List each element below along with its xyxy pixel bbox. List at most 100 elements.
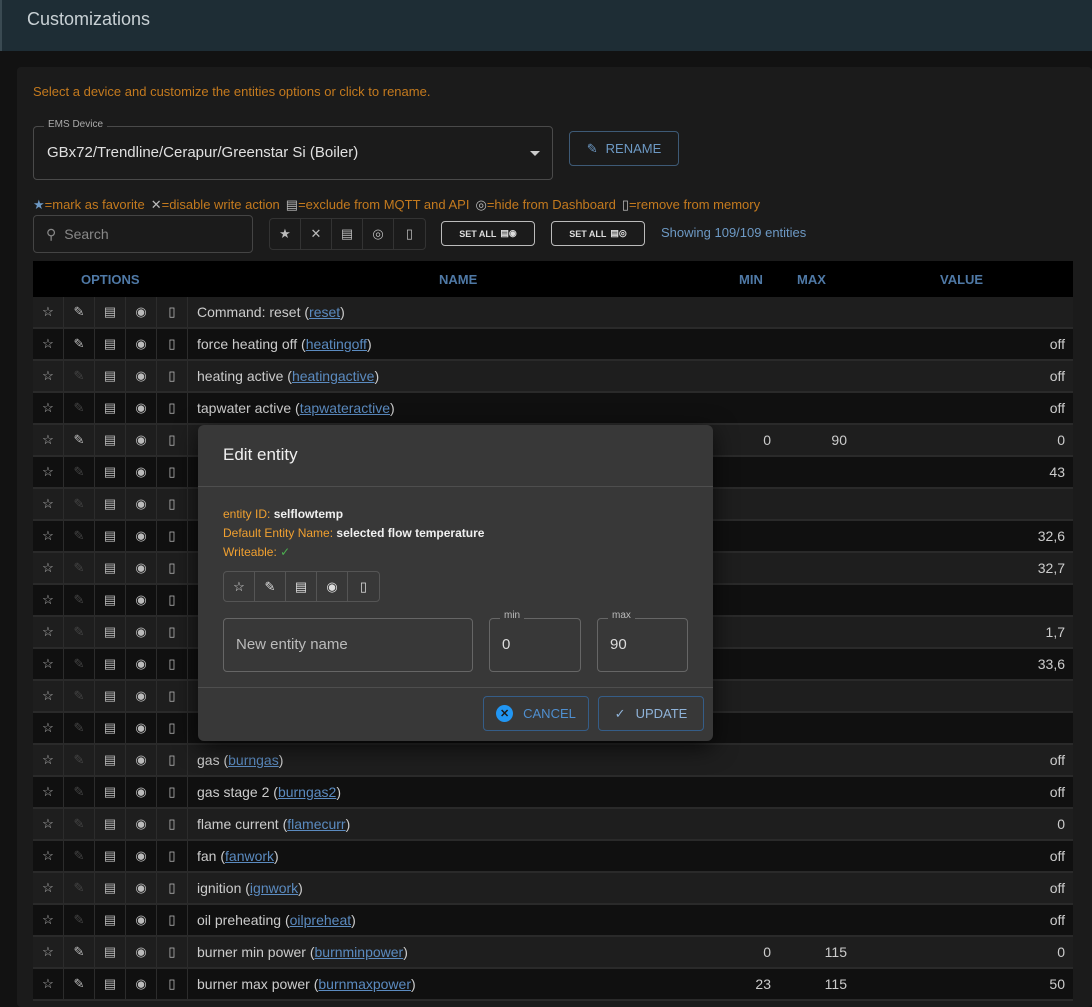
eye-icon[interactable]: ◉ [126,809,157,839]
filter-remove-trash-icon[interactable]: ▯ [405,226,414,241]
favorite-star-icon[interactable]: ☆ [33,649,64,679]
favorite-star-icon[interactable]: ☆ [33,297,64,327]
favorite-star-icon[interactable]: ☆ [33,457,64,487]
table-row[interactable]: ☆ ✎ ▤ ◉ ▯ burner min power (burnminpower) 0 115… [33,937,1073,969]
search-input[interactable]: ⚲ Search [33,215,253,253]
favorite-star-icon[interactable]: ☆ [33,521,64,551]
comment-icon[interactable]: ▤ [95,809,126,839]
entity-id-link[interactable]: burngas2 [277,784,337,800]
favorite-star-icon[interactable]: ☆ [33,809,64,839]
edit-pencil-icon[interactable]: ✎ [64,745,95,775]
edit-pencil-icon[interactable]: ✎ [64,713,95,743]
col-max[interactable]: MAX [797,271,826,287]
comment-icon[interactable]: ▤ [95,745,126,775]
comment-icon[interactable]: ▤ [95,585,126,615]
trash-icon[interactable]: ▯ [359,578,368,594]
eye-icon[interactable]: ◉ [126,841,157,871]
favorite-star-icon[interactable]: ☆ [33,905,64,935]
comment-icon[interactable]: ▤ [95,553,126,583]
edit-pencil-icon[interactable]: ✎ [64,905,95,935]
favorite-star-icon[interactable]: ☆ [33,873,64,903]
favorite-star-icon[interactable]: ☆ [33,553,64,583]
eye-icon[interactable]: ◉ [126,713,157,743]
entity-id-link[interactable]: heatingactive [291,368,375,384]
comment-icon[interactable]: ▤ [95,777,126,807]
rename-button[interactable]: ✎ RENAME [569,131,679,166]
edit-pencil-icon[interactable]: ✎ [64,489,95,519]
favorite-star-icon[interactable]: ☆ [33,393,64,423]
trash-icon[interactable]: ▯ [157,457,188,487]
edit-pencil-icon[interactable]: ✎ [64,585,95,615]
comment-icon[interactable]: ▤ [95,681,126,711]
comment-icon[interactable]: ▤ [95,489,126,519]
trash-icon[interactable]: ▯ [157,425,188,455]
edit-pencil-icon[interactable]: ✎ [64,553,95,583]
eye-icon[interactable]: ◉ [126,905,157,935]
trash-icon[interactable]: ▯ [157,489,188,519]
table-row[interactable]: ☆ ✎ ▤ ◉ ▯ flame current (flamecurr) 0 [33,809,1073,841]
favorite-star-icon[interactable]: ☆ [33,585,64,615]
edit-pencil-icon[interactable]: ✎ [64,457,95,487]
eye-icon[interactable]: ◉ [126,425,157,455]
trash-icon[interactable]: ▯ [157,329,188,359]
eye-icon[interactable]: ◉ [317,572,348,601]
favorite-star-icon[interactable]: ☆ [33,937,64,967]
favorite-star-icon[interactable]: ☆ [33,489,64,519]
eye-icon[interactable]: ◉ [126,777,157,807]
comment-icon[interactable]: ▤ [95,393,126,423]
trash-icon[interactable]: ▯ [157,297,188,327]
comment-icon[interactable]: ▤ [95,457,126,487]
col-value[interactable]: VALUE [940,271,984,287]
entity-id-link[interactable]: burnminpower [314,944,404,960]
favorite-star-icon[interactable]: ☆ [33,745,64,775]
edit-pencil-icon[interactable]: ✎ [64,681,95,711]
entity-id-link[interactable]: burngas [228,752,279,768]
comment-icon[interactable]: ▤ [95,521,126,551]
eye-icon[interactable]: ◉ [126,329,157,359]
favorite-star-icon[interactable]: ☆ [33,329,64,359]
edit-pencil-icon[interactable]: ✎ [64,809,95,839]
edit-pencil-icon[interactable]: ✎ [64,361,95,391]
eye-icon[interactable]: ◉ [126,937,157,967]
comment-icon[interactable]: ▤ [286,572,317,601]
favorite-star-icon[interactable]: ☆ [33,425,64,455]
trash-icon[interactable]: ▯ [157,617,188,647]
comment-icon[interactable]: ▤ [95,329,126,359]
edit-pencil-icon[interactable]: ✎ [64,329,95,359]
filter-readonly-icon[interactable]: ✕ [301,219,332,249]
set-all-visible-button[interactable]: SET ALL ▤◉ [441,221,535,246]
trash-icon[interactable]: ▯ [157,745,188,775]
min-input[interactable]: min 0 [489,610,581,672]
max-input[interactable]: max 90 [597,610,688,672]
trash-icon[interactable]: ▯ [157,361,188,391]
eye-icon[interactable]: ◉ [126,521,157,551]
eye-icon[interactable]: ◉ [126,745,157,775]
comment-icon[interactable]: ▤ [95,873,126,903]
edit-pencil-icon[interactable]: ✎ [64,297,95,327]
favorite-star-icon[interactable]: ☆ [33,617,64,647]
table-row[interactable]: ☆ ✎ ▤ ◉ ▯ gas (burngas) off [33,745,1073,777]
trash-icon[interactable]: ▯ [157,777,188,807]
entity-id-link[interactable]: fanwork [225,848,275,864]
entity-id-link[interactable]: reset [309,304,341,320]
trash-icon[interactable]: ▯ [157,649,188,679]
comment-icon[interactable]: ▤ [95,649,126,679]
trash-icon[interactable]: ▯ [157,969,188,999]
trash-icon[interactable]: ▯ [157,585,188,615]
eye-icon[interactable]: ◉ [126,393,157,423]
update-button[interactable]: ✓ UPDATE [598,696,704,731]
trash-icon[interactable]: ▯ [157,841,188,871]
edit-pencil-icon[interactable]: ✎ [64,521,95,551]
edit-pencil-icon[interactable]: ✎ [64,841,95,871]
edit-pencil-icon[interactable]: ✎ [64,873,95,903]
edit-pencil-icon[interactable]: ✎ [64,649,95,679]
trash-icon[interactable]: ▯ [157,937,188,967]
cancel-button[interactable]: ✕ CANCEL [483,696,589,731]
trash-icon[interactable]: ▯ [157,713,188,743]
ems-device-select[interactable]: EMS Device GBx72/Trendline/Cerapur/Green… [33,119,553,180]
eye-icon[interactable]: ◉ [126,457,157,487]
comment-icon[interactable]: ▤ [95,297,126,327]
favorite-star-icon[interactable]: ☆ [224,572,255,601]
table-row[interactable]: ☆ ✎ ▤ ◉ ▯ heating active (heatingactive) off [33,361,1073,393]
favorite-star-icon[interactable]: ☆ [33,841,64,871]
